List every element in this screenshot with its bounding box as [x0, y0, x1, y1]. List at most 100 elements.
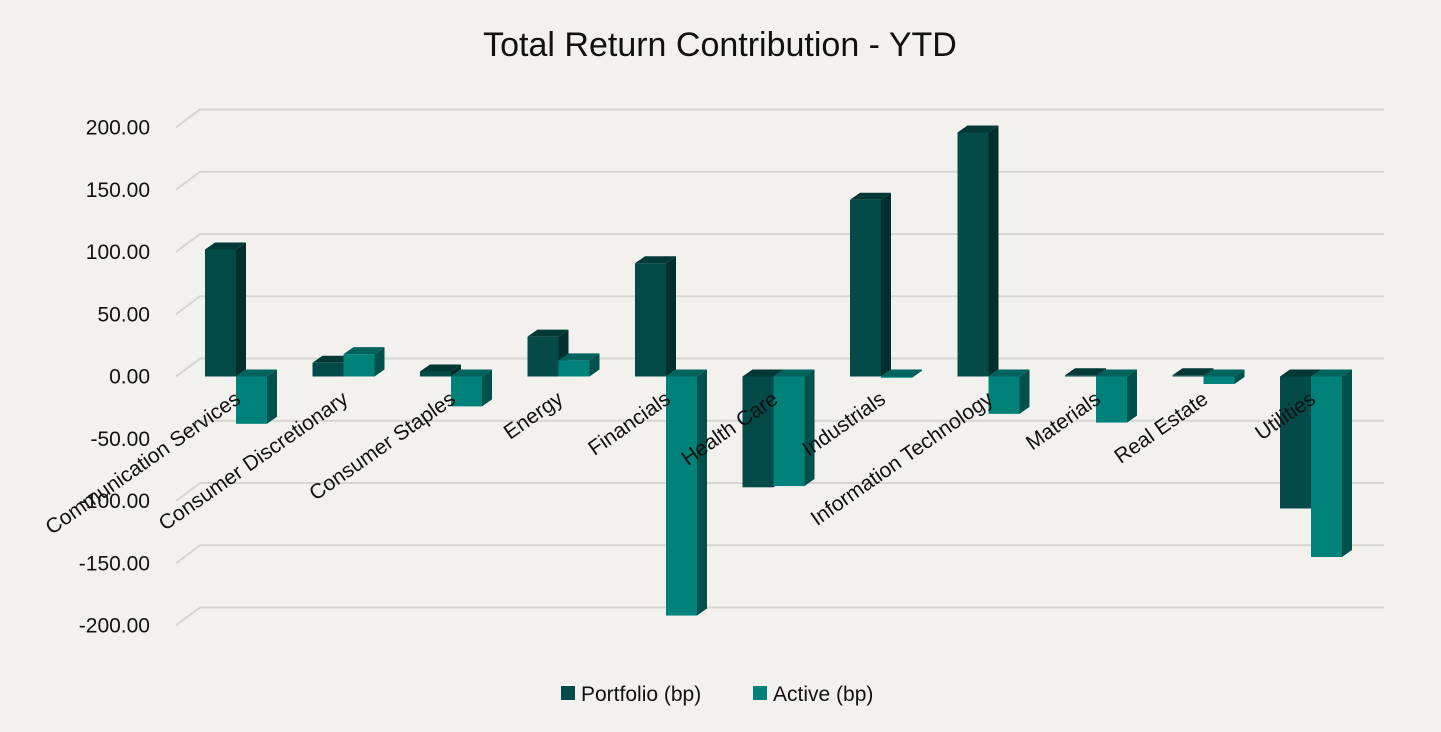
bar-front-face: [635, 263, 666, 377]
bar-active: [343, 347, 385, 377]
bar-side-face: [1234, 369, 1245, 384]
y-tick-label: -50.00: [90, 428, 150, 451]
y-tick-label: 200.00: [86, 117, 150, 140]
y-axis-ticks: 200.00 150.00 100.00 50.00 0.00 -50.00 -100.00…: [79, 117, 150, 638]
bar-top-face: [558, 353, 600, 361]
y-tick-label: -100.00: [79, 490, 150, 513]
gridline: [175, 108, 1384, 129]
bar-top-face: [881, 369, 922, 377]
bar-front-face: [527, 336, 559, 377]
bar-side-face: [666, 256, 676, 377]
bar-front-face: [236, 376, 267, 424]
bar-portfolio: [635, 256, 676, 377]
bar-side-face: [482, 369, 492, 407]
y-tick-label: 0.00: [109, 366, 150, 389]
bar-side-face: [1127, 369, 1137, 423]
bar-front-face: [205, 249, 236, 377]
gridline: [175, 482, 1384, 502]
bar-top-face: [527, 329, 569, 337]
bar-active: [881, 369, 922, 378]
x-category-label: Information Technology: [807, 387, 998, 530]
bar-front-face: [1065, 375, 1096, 377]
bar-top-face: [1203, 369, 1245, 377]
bar-front-face: [773, 376, 805, 487]
bar-side-face: [804, 369, 815, 487]
gridline: [175, 606, 1384, 627]
bar-top-face: [742, 369, 784, 377]
legend-swatch-active: [753, 686, 767, 700]
gridline: [175, 419, 1384, 440]
bar-front-face: [312, 362, 344, 377]
x-category-label: Financials: [584, 387, 675, 460]
gridline: [175, 544, 1384, 565]
bar-side-face: [988, 125, 999, 377]
chart-title: Total Return Contribution - YTD: [483, 26, 957, 64]
bar-front-face: [850, 199, 881, 377]
y-tick-label: -200.00: [79, 615, 150, 638]
bar-top-face: [957, 125, 999, 133]
bar-portfolio: [1065, 368, 1106, 377]
legend-swatch-portfolio: [561, 686, 575, 700]
bar-side-face: [697, 369, 707, 616]
bar-active: [1096, 369, 1137, 423]
bar-top-face: [988, 369, 1030, 377]
y-tick-label: 100.00: [86, 241, 150, 264]
y-tick-label: 50.00: [97, 303, 150, 326]
bar-active: [988, 369, 1030, 414]
bar-front-face: [666, 376, 697, 616]
bar-portfolio: [527, 329, 569, 377]
bar-front-face: [957, 132, 989, 377]
bar-front-face: [558, 360, 590, 377]
bar-top-face: [312, 355, 354, 363]
legend-label-active: Active (bp): [773, 683, 873, 706]
bar-side-face: [1203, 368, 1214, 377]
bar-active: [773, 369, 815, 487]
bar-active: [558, 353, 600, 377]
bar-active: [1203, 369, 1245, 384]
bar-front-face: [343, 354, 375, 377]
gridline: [175, 295, 1384, 316]
bar-side-face: [589, 353, 600, 377]
bar-top-face: [1280, 369, 1321, 377]
bar-front-face: [881, 376, 912, 378]
bar-side-face: [1342, 369, 1352, 558]
bar-active: [666, 369, 707, 616]
gridline: [175, 233, 1384, 253]
bar-top-face: [420, 364, 461, 372]
bar-front-face: [1311, 376, 1342, 558]
bar-active: [236, 369, 277, 424]
gridline: [175, 170, 1384, 191]
bar-front-face: [1203, 376, 1235, 384]
bar-front-face: [742, 376, 774, 488]
x-category-label: Energy: [500, 387, 568, 444]
bar-portfolio: [420, 364, 461, 377]
bar-top-face: [1065, 368, 1106, 376]
bar-top-face: [850, 192, 891, 200]
bar-top-face: [451, 369, 492, 377]
bar-active: [1311, 369, 1352, 558]
grid-layer: [175, 108, 1384, 627]
bar-portfolio: [850, 192, 891, 377]
bar-front-face: [1280, 376, 1311, 509]
legend-label-portfolio: Portfolio (bp): [581, 683, 701, 706]
bar-top-face: [773, 369, 815, 377]
y-tick-label: -150.00: [79, 552, 150, 575]
y-tick-label: 150.00: [86, 179, 150, 202]
bar-side-face: [912, 369, 922, 378]
bar-side-face: [1096, 368, 1106, 377]
bar-top-face: [205, 242, 246, 250]
bar-top-face: [1311, 369, 1352, 377]
bar-portfolio: [205, 242, 246, 377]
legend: Portfolio (bp) Active (bp): [561, 683, 873, 706]
bar-side-face: [881, 192, 891, 377]
x-category-label: Communication Services: [41, 387, 244, 539]
bar-front-face: [420, 371, 451, 377]
bar-front-face: [988, 376, 1020, 414]
bar-side-face: [267, 369, 277, 424]
bar-front-face: [1172, 375, 1204, 377]
bars-layer: [205, 125, 1352, 616]
bar-portfolio: [957, 125, 999, 377]
bar-side-face: [374, 347, 385, 377]
